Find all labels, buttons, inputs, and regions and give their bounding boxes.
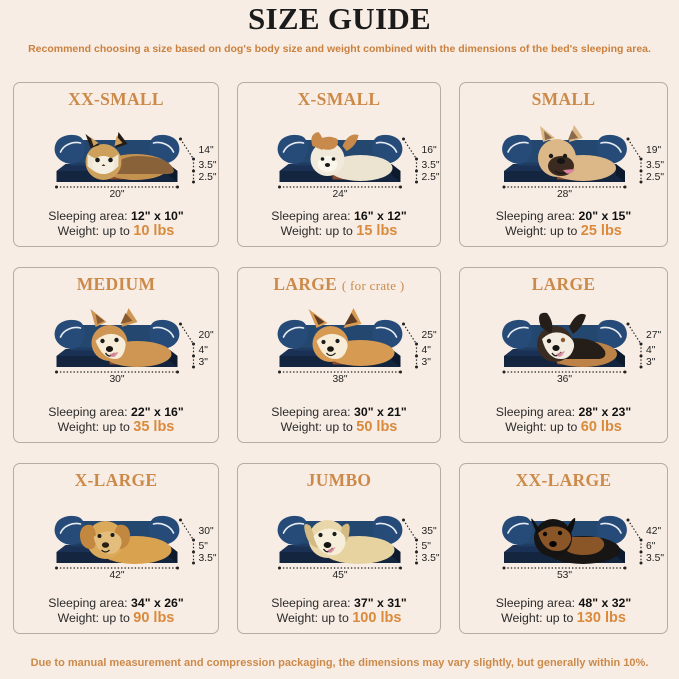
svg-text:14": 14"	[199, 145, 214, 156]
svg-text:24": 24"	[332, 189, 347, 198]
svg-text:35": 35"	[422, 526, 437, 537]
svg-text:3.5": 3.5"	[422, 553, 440, 564]
svg-text:6": 6"	[646, 541, 656, 552]
svg-text:19": 19"	[646, 145, 661, 156]
svg-text:5": 5"	[422, 541, 432, 552]
svg-text:20": 20"	[199, 330, 214, 341]
svg-text:3": 3"	[199, 357, 209, 368]
svg-text:2.5": 2.5"	[199, 172, 217, 183]
svg-text:42": 42"	[646, 526, 661, 537]
svg-text:28": 28"	[557, 189, 572, 198]
svg-text:3.5": 3.5"	[199, 160, 217, 171]
svg-text:4": 4"	[646, 345, 656, 356]
svg-text:3.5": 3.5"	[422, 160, 440, 171]
svg-text:3.5": 3.5"	[646, 160, 664, 171]
svg-text:5": 5"	[199, 541, 209, 552]
svg-text:4": 4"	[422, 345, 432, 356]
svg-text:30": 30"	[109, 374, 124, 383]
svg-text:53": 53"	[557, 570, 572, 579]
svg-text:30": 30"	[199, 526, 214, 537]
svg-text:16": 16"	[422, 145, 437, 156]
svg-text:2.5": 2.5"	[646, 172, 664, 183]
svg-text:3": 3"	[422, 357, 432, 368]
svg-text:20": 20"	[109, 189, 124, 198]
svg-text:2.5": 2.5"	[422, 172, 440, 183]
svg-text:38": 38"	[332, 374, 347, 383]
svg-text:3": 3"	[646, 357, 656, 368]
svg-text:36": 36"	[557, 374, 572, 383]
svg-text:27": 27"	[646, 330, 661, 341]
svg-text:3.5": 3.5"	[199, 553, 217, 564]
svg-text:3.5": 3.5"	[646, 553, 664, 564]
svg-text:25": 25"	[422, 330, 437, 341]
svg-text:45": 45"	[332, 570, 347, 579]
svg-text:4": 4"	[199, 345, 209, 356]
svg-text:42": 42"	[109, 570, 124, 579]
